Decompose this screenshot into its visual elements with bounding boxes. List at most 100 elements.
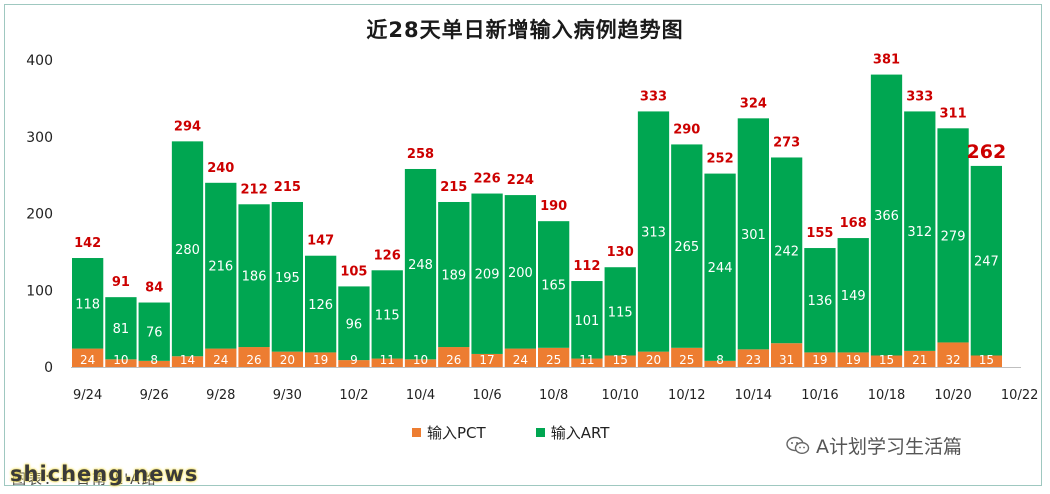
data-label-pct: 24 [80,353,95,367]
data-label-art: 279 [941,229,966,244]
data-label-pct: 26 [446,353,461,367]
bar-pct [338,360,370,367]
data-label-art: 101 [575,314,600,329]
y-tick-label: 300 [26,130,53,146]
bar-pct [438,347,470,367]
data-label-total: 258 [407,147,434,162]
bar-pct [870,355,903,367]
x-tick-label: 9/28 [206,388,235,403]
legend-item-art: 输入ART [535,422,609,443]
bar-art [737,118,769,350]
bar-pct [371,358,403,367]
data-label-art: 209 [475,268,500,283]
bar-pct [105,359,137,367]
x-tick-label: 10/18 [868,388,905,403]
data-label-pct: 32 [945,353,960,367]
bar-pct [138,360,170,367]
y-tick-label: 400 [26,53,53,69]
bar-pct [671,347,703,367]
bar-art [637,111,670,352]
data-label-art: 186 [242,270,267,285]
data-label-art: 216 [208,260,233,275]
data-label-pct: 21 [912,353,927,367]
x-tick-label: 10/2 [339,388,368,403]
data-label-pct: 19 [313,353,328,367]
data-label-pct: 31 [779,353,794,367]
bar-art [404,168,437,360]
legend-item-pct: 输入PCT [412,422,486,443]
bar-pct [837,352,869,367]
bar-pct [937,342,969,367]
x-tick-label: 9/26 [140,388,169,403]
data-label-pct: 24 [513,353,528,367]
bar-art [338,286,370,361]
data-label-pct: 17 [479,353,494,367]
data-label-total: 226 [474,172,501,187]
chart-frame [4,4,1042,486]
data-label-art: 301 [741,228,766,243]
data-label-pct: 11 [380,353,395,367]
bar-pct [238,347,270,367]
bar-art [571,281,603,359]
data-label-art: 81 [113,322,130,337]
data-label-total: 324 [740,96,767,111]
bar-art [904,111,936,351]
data-label-total: 381 [873,53,900,68]
data-label-total: 215 [274,180,301,195]
data-label-pct: 15 [979,353,994,367]
bar-art [238,204,270,348]
data-label-total: 84 [145,281,163,296]
data-label-total: 273 [773,135,800,150]
x-tick-label: 10/4 [406,388,435,403]
bar-art [804,248,836,353]
x-tick-label: 10/20 [934,388,971,403]
data-label-art: 149 [841,289,866,304]
bar-pct [737,349,769,367]
data-label-pct: 19 [812,353,827,367]
bar-pct [72,348,104,367]
bar-pct [205,348,237,367]
data-label-art: 96 [346,317,363,332]
data-label-pct: 15 [879,353,894,367]
data-label-art: 313 [641,226,666,241]
data-label-total: 130 [607,245,634,260]
watermark: A计划学习生活篇 [786,432,962,459]
bar-pct [404,359,437,367]
data-label-pct: 24 [213,353,228,367]
data-label-art: 200 [508,266,533,281]
bar-art [271,201,303,352]
data-label-pct: 9 [350,353,358,367]
x-tick-label: 10/22 [1001,388,1038,403]
source-caption: 图表：一日南·L'A路 [12,472,158,488]
data-label-total: 126 [374,248,401,263]
data-label-total: 112 [573,259,600,274]
bar-art [72,258,104,349]
source-overlay: shicheng.news [10,462,199,486]
bar-art [171,141,204,357]
data-label-total: 212 [241,182,268,197]
wechat-icon [786,436,810,456]
bar-art [970,165,1002,356]
data-label-total: 311 [940,106,967,121]
bar-pct [538,347,570,367]
bar-art [438,201,470,348]
bar-pct [604,355,636,367]
data-label-pct: 11 [579,353,594,367]
data-label-total: 190 [540,199,567,214]
bar-pct [504,348,536,367]
data-label-pct: 26 [246,353,261,367]
data-label-total: 333 [640,89,667,104]
watermark-text: A计划学习生活篇 [816,436,962,458]
data-label-art: 242 [774,244,799,259]
bar-art [105,297,137,360]
data-label-art: 247 [974,255,999,270]
bar-art [771,157,803,344]
data-label-pct: 19 [846,353,861,367]
bar-art [138,302,170,361]
data-label-total: 252 [707,152,734,167]
x-tick-label: 9/30 [273,388,302,403]
y-tick-label: 100 [26,283,53,299]
data-label-art: 280 [175,243,200,258]
data-label-total: 155 [806,226,833,241]
data-label-total: 240 [207,161,234,176]
